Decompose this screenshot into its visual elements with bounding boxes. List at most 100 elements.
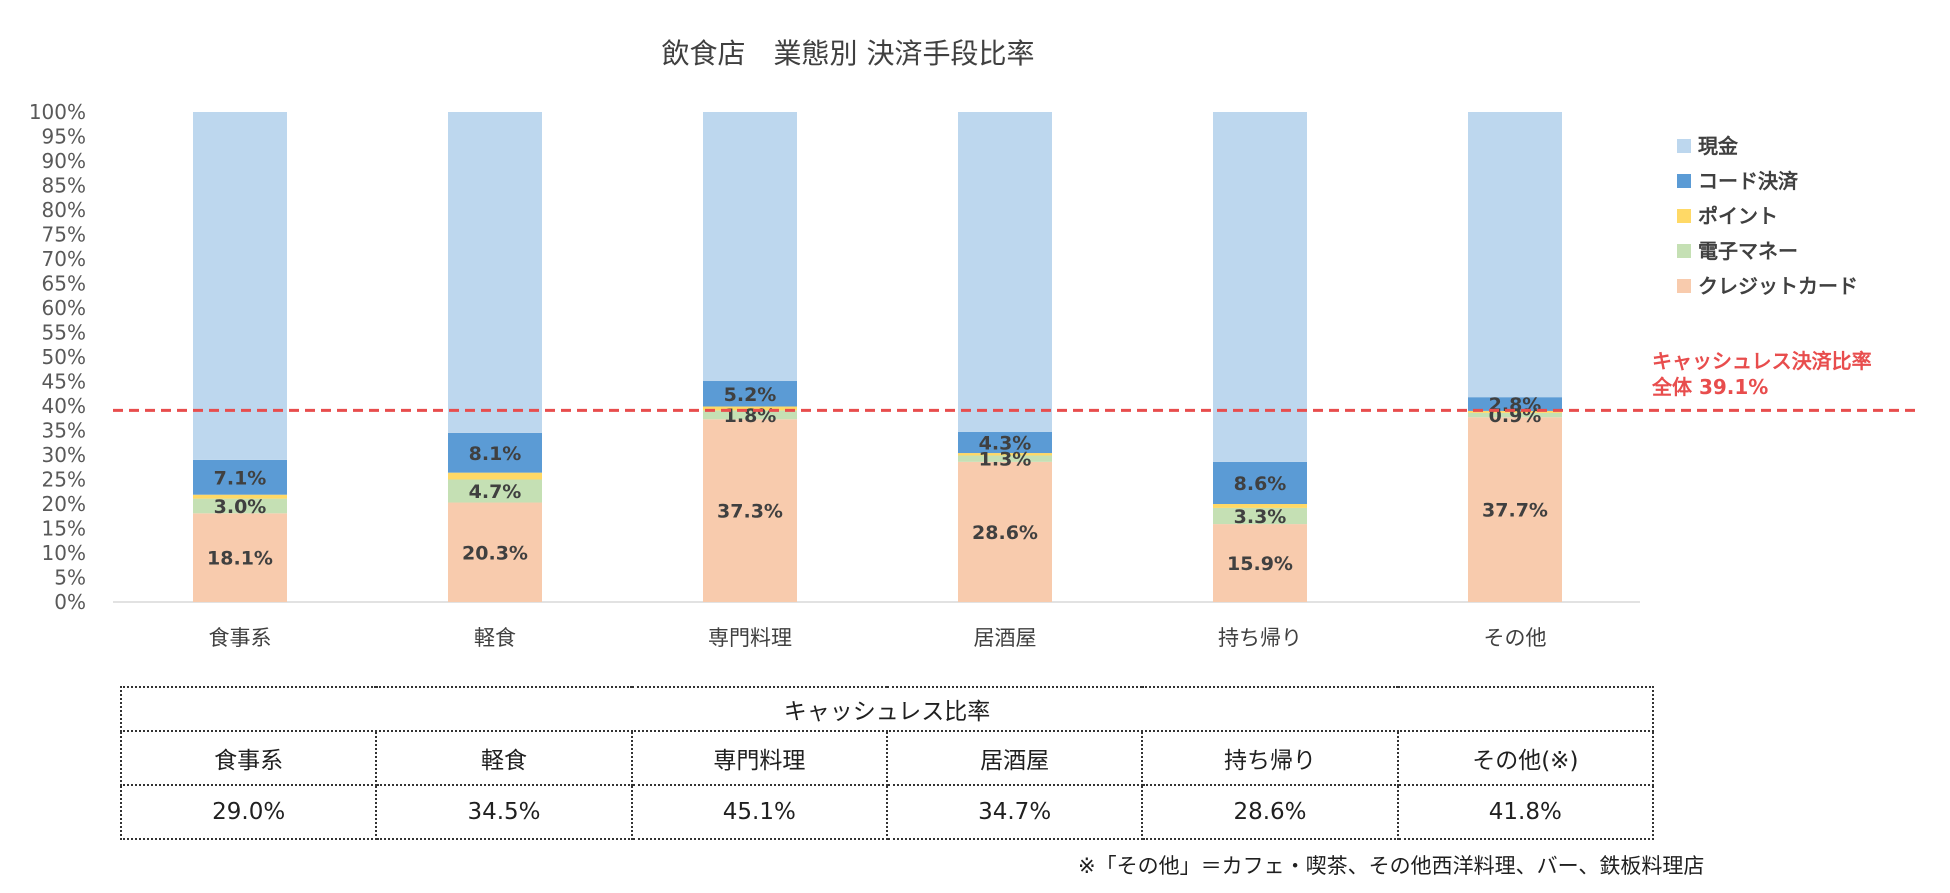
data-label: 20.3% — [462, 542, 528, 564]
table-header-cell: 持ち帰り — [1141, 730, 1399, 786]
y-tick-label: 45% — [42, 370, 86, 394]
data-label: 37.3% — [717, 501, 783, 523]
legend-label: クレジットカード — [1698, 274, 1858, 298]
y-tick-label: 20% — [42, 492, 86, 516]
legend-swatch — [1677, 139, 1691, 153]
y-tick-label: 40% — [42, 394, 86, 418]
bar-segment — [1213, 504, 1307, 508]
bar-segment — [193, 498, 287, 514]
category-label: 専門料理 — [708, 626, 792, 650]
bar-segment — [193, 513, 287, 602]
y-tick-label: 100% — [29, 100, 86, 124]
y-tick-label: 90% — [42, 149, 86, 173]
y-tick-label: 0% — [54, 590, 86, 614]
data-label: 8.1% — [469, 443, 522, 465]
bar-segment — [193, 459, 287, 495]
y-tick-label: 95% — [42, 125, 86, 149]
y-tick-label: 50% — [42, 345, 86, 369]
y-tick-label: 5% — [54, 566, 86, 590]
x-axis-categories: 食事系 軽食 専門料理 居酒屋 持ち帰り その他 — [209, 626, 1547, 650]
category-label: 食事系 — [209, 626, 272, 650]
table-header-cell: その他(※) — [1396, 730, 1655, 786]
table-header-cell: 専門料理 — [630, 730, 888, 786]
data-label: 18.1% — [207, 548, 273, 570]
bar-segment — [1468, 112, 1562, 398]
bar-segment — [1213, 524, 1307, 602]
bar-segment — [1468, 412, 1562, 418]
table-value-cell: 45.1% — [630, 784, 888, 840]
bar-segment — [1468, 397, 1562, 411]
y-tick-label: 65% — [42, 272, 86, 296]
bar-segment — [703, 381, 797, 407]
legend-swatch — [1677, 244, 1691, 258]
category-label: 軽食 — [474, 626, 516, 650]
category-label: 居酒屋 — [974, 626, 1037, 650]
y-tick-label: 75% — [42, 223, 86, 247]
category-label: 持ち帰り — [1218, 626, 1302, 650]
chart-title: 飲食店 業態別 決済手段比率 — [662, 37, 1035, 70]
bar-segment — [448, 502, 542, 602]
bar-segment — [193, 112, 287, 460]
cashless-rate-table: キャッシュレス比率 食事系 軽食 専門料理 居酒屋 持ち帰り その他(※) 29… — [119, 686, 1655, 840]
data-label: 2.8% — [1489, 394, 1542, 416]
data-label: 28.6% — [972, 522, 1038, 544]
data-label: 3.3% — [1234, 506, 1287, 528]
y-tick-label: 15% — [42, 517, 86, 541]
bar-segment — [958, 431, 1052, 454]
data-label: 5.2% — [724, 384, 777, 406]
bar-segment — [448, 432, 542, 473]
y-tick-label: 85% — [42, 174, 86, 198]
legend-label: コード決済 — [1698, 169, 1799, 193]
y-tick-label: 35% — [42, 419, 86, 443]
y-tick-label: 55% — [42, 321, 86, 345]
bar-segment — [448, 112, 542, 433]
bar-segment — [703, 112, 797, 382]
bar-segment — [958, 455, 1052, 462]
table-header-cell: 居酒屋 — [885, 730, 1144, 786]
table-header-cell: 軽食 — [375, 730, 633, 786]
bar-segment — [958, 453, 1052, 456]
legend-label: 現金 — [1698, 134, 1739, 158]
table-value-cell: 41.8% — [1396, 784, 1655, 840]
y-axis: 0%5%10%15%20%25%30%35%40%45%50%55%60%65%… — [29, 100, 86, 614]
legend-swatch — [1677, 209, 1691, 223]
table-value-cell: 34.5% — [375, 784, 633, 840]
reference-line-value-label: 全体 39.1% — [1651, 375, 1768, 399]
y-tick-label: 25% — [42, 468, 86, 492]
data-label: 37.7% — [1482, 500, 1548, 522]
y-tick-label: 70% — [42, 247, 86, 271]
y-tick-label: 60% — [42, 296, 86, 320]
data-label: 8.6% — [1234, 473, 1287, 495]
category-label: その他 — [1484, 626, 1547, 650]
bar-segment — [958, 461, 1052, 602]
data-label: 7.1% — [214, 467, 267, 489]
data-label: 15.9% — [1227, 553, 1293, 575]
bar-segment — [1213, 112, 1307, 462]
bar-segment — [193, 494, 287, 499]
table-caption: キャッシュレス比率 — [120, 686, 1654, 732]
footnote: ※「その他」＝カフェ・喫茶、その他西洋料理、バー、鉄板料理店 — [1078, 854, 1705, 878]
bar-segment — [1468, 417, 1562, 602]
legend-swatch — [1677, 279, 1691, 293]
bar-segment — [448, 472, 542, 480]
bar-segment — [703, 406, 797, 411]
bar-segment — [1213, 507, 1307, 525]
bar-segment — [958, 112, 1052, 432]
table-header-cell: 食事系 — [119, 730, 378, 786]
reference-line-label: キャッシュレス決済比率 — [1652, 349, 1872, 373]
bar-segment — [703, 419, 797, 602]
table-value-cell: 34.7% — [885, 784, 1144, 840]
y-tick-label: 10% — [42, 541, 86, 565]
legend-label: 電子マネー — [1698, 239, 1798, 263]
data-label: 1.8% — [724, 405, 777, 427]
data-label: 4.7% — [469, 481, 522, 503]
bar-segment — [448, 479, 542, 503]
data-label: 4.3% — [979, 433, 1032, 455]
legend-label: ポイント — [1698, 204, 1778, 228]
table-value-cell: 28.6% — [1141, 784, 1399, 840]
stacked-bar-chart: 飲食店 業態別 決済手段比率 0%5%10%15%20%25%30%35%40%… — [29, 37, 1920, 650]
bar-segment — [1213, 461, 1307, 504]
data-label: 1.3% — [979, 449, 1032, 471]
